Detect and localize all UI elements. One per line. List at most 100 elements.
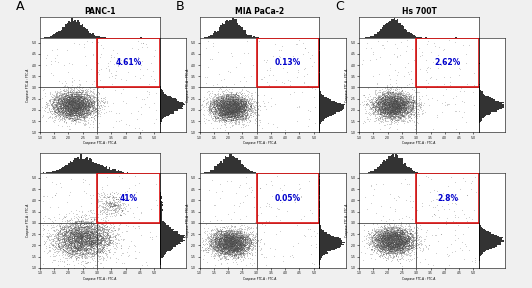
Point [392,99,401,103]
Point [233,111,242,116]
Point [229,240,238,245]
Point [69,105,77,109]
Point [400,238,408,242]
Point [96,199,104,203]
Point [393,242,402,246]
Point [59,105,67,109]
Point [66,111,75,116]
Point [234,98,243,103]
Point [390,93,399,98]
Point [59,236,67,241]
Point [231,116,240,120]
Point [61,102,69,107]
Point [65,109,74,113]
Point [220,249,229,254]
Point [211,236,220,241]
Point [64,111,72,115]
Point [235,230,244,234]
Point [81,99,89,104]
Point [63,240,72,245]
Point [228,242,236,246]
Point [236,117,244,122]
Point [372,96,380,101]
Point [94,125,102,129]
Point [408,104,416,109]
Point [214,113,222,118]
Point [379,117,387,122]
Point [225,244,233,249]
Point [384,111,392,116]
Point [98,234,106,238]
Point [53,243,62,248]
Point [388,244,397,248]
Point [208,105,217,110]
Point [113,203,122,208]
Point [65,100,74,105]
Point [385,226,393,230]
Point [387,238,395,242]
Point [84,103,93,107]
Point [389,234,398,238]
Point [377,227,386,232]
Point [217,241,225,245]
Point [205,235,213,240]
Point [131,255,140,260]
Point [227,234,235,239]
Point [92,97,101,102]
Point [64,100,72,104]
Point [377,239,385,243]
Point [66,249,75,254]
Point [228,106,236,110]
Point [235,235,243,239]
Point [87,99,96,104]
Point [395,243,403,248]
Point [61,230,69,234]
Point [86,225,94,230]
Point [231,240,240,245]
Point [215,252,224,257]
Point [71,104,80,109]
Point [219,91,228,96]
Point [236,243,245,248]
Point [228,249,237,253]
Point [84,246,92,250]
Point [226,239,235,244]
Point [378,233,386,238]
Point [239,234,247,238]
Point [73,232,82,237]
Point [219,99,228,104]
Point [104,236,113,240]
Point [49,237,57,241]
Point [223,242,232,246]
Point [74,107,82,112]
Point [215,104,223,108]
Point [50,105,59,110]
Point [389,109,397,114]
Point [232,116,240,120]
Point [392,234,400,239]
Point [70,96,79,101]
Point [227,92,236,96]
Point [106,255,114,259]
Point [103,235,112,240]
Point [99,100,107,104]
Point [68,102,76,107]
Point [234,101,243,106]
Point [293,104,301,109]
Point [50,115,59,120]
Point [403,99,412,104]
Point [405,246,413,250]
Point [73,92,82,97]
Point [228,237,236,242]
Point [408,112,417,117]
Point [223,103,232,107]
Point [86,237,95,242]
Point [215,242,224,247]
Point [247,101,256,105]
Point [234,103,243,108]
Point [383,237,392,242]
Point [74,228,82,232]
Point [218,101,226,106]
Point [228,240,236,245]
Point [222,236,231,240]
